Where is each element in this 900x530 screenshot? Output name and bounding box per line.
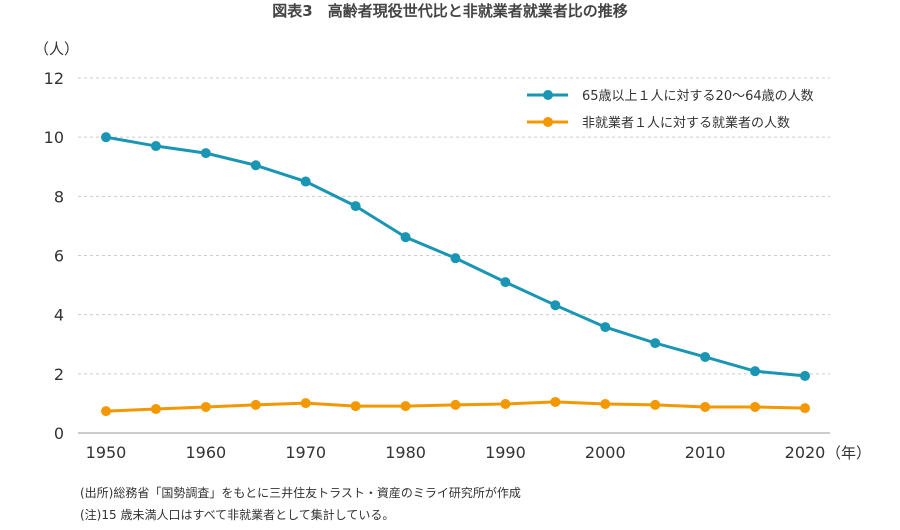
data-point [500,277,511,288]
chart-title: 図表3 高齢者現役世代比と非就業者就業者比の推移 [272,2,628,20]
y-axis-label: （人） [34,40,79,58]
y-tick-label: 6 [54,247,64,266]
x-tick-label: 2000 [585,443,626,462]
data-point [600,399,611,410]
data-point [700,401,711,412]
source-note: (出所)総務省「国勢調査」をもとに三井住友トラスト・資産のミライ研究所が作成 [80,486,521,500]
x-tick-label: 2010 [685,443,726,462]
x-tick-label: 1960 [185,443,226,462]
data-point [650,338,661,349]
data-point [650,399,661,410]
y-tick-label: 12 [44,69,64,88]
line-chart: 0 2 4 6 8 10 12 1950 1960 1970 1980 1990 2000 2010 202… [34,40,871,462]
legend-label: 65歳以上１人に対する20〜64歳の人数 [582,89,814,104]
data-point [750,401,761,412]
data-point [450,399,461,410]
y-tick-label: 8 [54,187,64,206]
x-tick-label: 1950 [86,443,127,462]
x-tick-label: 1990 [485,443,526,462]
data-point [550,396,561,407]
y-tick-label: 0 [54,424,64,443]
data-point [250,399,261,410]
data-point [101,406,111,417]
y-tick-label: 4 [54,306,64,325]
x-tick-label: 1970 [285,443,326,462]
data-point [300,176,311,187]
legend-marker [543,90,553,100]
data-point [800,370,810,381]
data-point [800,403,810,414]
data-point [400,401,411,412]
data-point [150,141,161,152]
data-point [700,351,711,362]
data-point [350,401,361,412]
data-point [600,322,611,333]
x-axis-label: （年） [826,444,871,462]
x-tick-label: 2020 [785,443,826,462]
data-point [150,404,161,415]
legend-label: 非就業者１人に対する就業者の人数 [582,115,790,131]
data-point [101,132,111,143]
data-point [450,253,461,264]
data-point [350,201,361,212]
legend-marker [543,117,553,127]
data-point [200,148,211,159]
x-tick-label: 1980 [385,443,426,462]
data-point [400,232,411,243]
data-point [300,398,311,409]
y-tick-label: 2 [54,365,64,384]
footnote: (注)15 歳未満人口はすべて非就業者として集計している。 [80,508,395,522]
data-point [500,399,511,410]
y-tick-label: 10 [44,128,64,147]
data-point [200,401,211,412]
data-point [550,300,561,311]
data-point [750,366,761,377]
data-point [250,160,261,171]
